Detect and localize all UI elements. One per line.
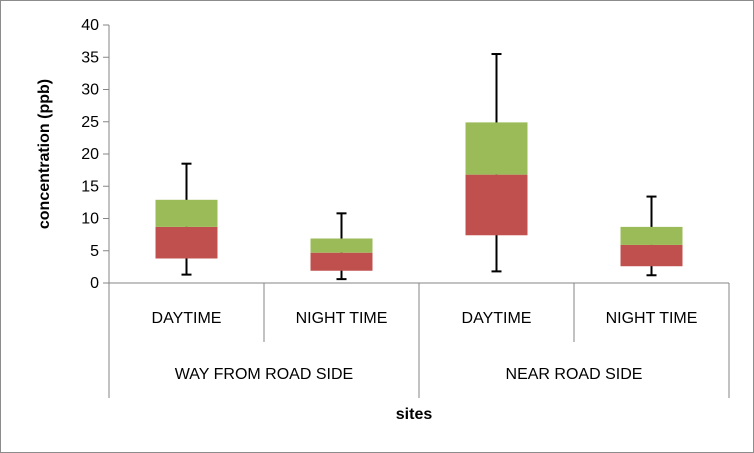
- category-label: DAYTIME: [462, 310, 532, 327]
- y-tick-label: 40: [81, 17, 99, 34]
- y-tick-label: 0: [90, 275, 99, 292]
- box-lower: [155, 226, 218, 259]
- y-tick-label: 25: [81, 114, 99, 131]
- box-upper: [465, 122, 528, 175]
- y-tick-label: 35: [81, 49, 99, 66]
- box-lower: [465, 174, 528, 236]
- group-label: WAY FROM ROAD SIDE: [175, 366, 353, 383]
- box-lower: [310, 252, 373, 271]
- y-tick-label: 15: [81, 178, 99, 195]
- category-label: DAYTIME: [152, 310, 222, 327]
- x-axis-title: sites: [396, 406, 433, 423]
- box-series: [155, 53, 683, 281]
- y-axis-ticks: 0 5 10 15 20 25 30 35 40: [81, 17, 109, 292]
- axes: [108, 25, 730, 398]
- y-axis-title: concentration (ppb): [36, 79, 53, 229]
- box-upper: [310, 238, 373, 253]
- group-label: NEAR ROAD SIDE: [506, 366, 643, 383]
- box-upper: [155, 199, 218, 227]
- y-tick-label: 30: [81, 82, 99, 99]
- y-tick-label: 5: [90, 243, 99, 260]
- y-tick-label: 20: [81, 146, 99, 163]
- category-label: NIGHT TIME: [296, 310, 388, 327]
- category-labels: DAYTIME NIGHT TIME DAYTIME NIGHT TIME WAY FR…: [152, 310, 698, 383]
- box-lower: [620, 244, 683, 267]
- category-label: NIGHT TIME: [606, 310, 698, 327]
- box-upper: [620, 226, 683, 245]
- y-tick-label: 10: [81, 211, 99, 228]
